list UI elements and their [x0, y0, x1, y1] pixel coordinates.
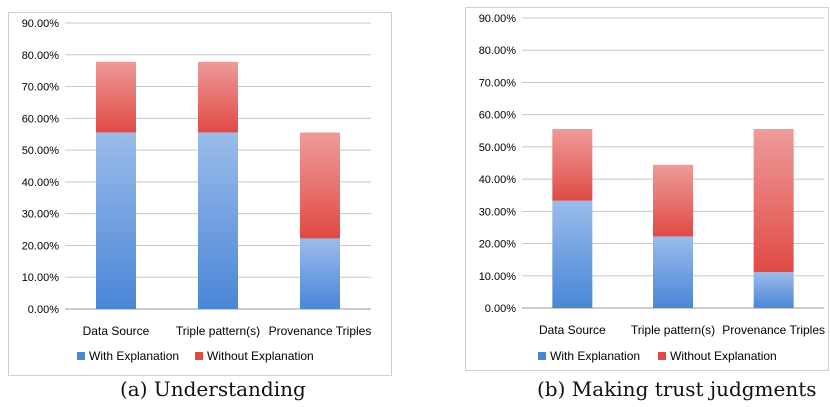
legend-swatch	[195, 352, 203, 360]
legend-label: Without Explanation	[670, 349, 777, 363]
x-category-label: Provenance Triples	[269, 324, 372, 338]
y-tick-label: 80.00%	[479, 45, 517, 57]
y-tick-label: 10.00%	[22, 272, 60, 284]
chart-panel-understanding: 0.00% 10.00% 20.00% 30.00% 40.00% 50.00% 60.00…	[8, 12, 392, 376]
y-tick-label: 40.00%	[479, 174, 517, 186]
bar-segment-with-explanation	[96, 132, 136, 309]
caption-understanding: (a) Understanding	[120, 377, 306, 401]
bar-segment-with-explanation	[198, 132, 238, 309]
y-tick-label: 30.00%	[479, 206, 517, 218]
bar-segment-with-explanation	[552, 200, 593, 308]
y-tick-label: 20.00%	[22, 240, 60, 252]
bar-segment-without-explanation	[198, 61, 238, 133]
y-tick-label: 60.00%	[479, 110, 517, 122]
y-tick-label: 0.00%	[485, 303, 516, 315]
bar-segment-with-explanation	[753, 272, 794, 308]
y-tick-label: 50.00%	[479, 142, 517, 154]
bar-segment-without-explanation	[552, 129, 593, 201]
caption-trust-judgments: (b) Making trust judgments	[537, 377, 817, 401]
legend-swatch	[538, 352, 546, 360]
x-category-label: Data Source	[539, 323, 606, 337]
y-tick-label: 70.00%	[22, 82, 60, 94]
y-tick-label: 80.00%	[22, 50, 60, 62]
legend-swatch	[77, 352, 85, 360]
x-category-label: Provenance Triples	[722, 323, 825, 337]
x-category-label: Triple pattern(s)	[631, 323, 715, 337]
stacked-bar-chart-understanding: 0.00% 10.00% 20.00% 30.00% 40.00% 50.00% 60.00…	[22, 18, 372, 363]
bar-segment-without-explanation	[653, 164, 693, 237]
bar-segment-with-explanation	[653, 236, 693, 308]
y-tick-label: 60.00%	[22, 113, 60, 125]
y-tick-label: 40.00%	[22, 177, 60, 189]
x-category-label: Data Source	[83, 324, 150, 338]
bar-segment-with-explanation	[300, 238, 340, 309]
bar-segment-without-explanation	[96, 61, 136, 133]
x-category-label: Triple pattern(s)	[176, 324, 260, 338]
legend-label: With Explanation	[89, 349, 179, 363]
y-tick-label: 90.00%	[22, 18, 60, 30]
y-tick-label: 0.00%	[28, 304, 59, 316]
y-tick-label: 90.00%	[479, 13, 517, 25]
legend-label: Without Explanation	[207, 349, 314, 363]
y-tick-label: 70.00%	[479, 77, 517, 89]
y-tick-label: 30.00%	[22, 209, 60, 221]
bar-segment-without-explanation	[300, 132, 340, 239]
y-tick-label: 50.00%	[22, 145, 60, 157]
stacked-bar-chart-trust-judgments: 0.00% 10.00% 20.00% 30.00% 40.00% 50.00% 60.00…	[479, 13, 825, 363]
y-tick-label: 20.00%	[479, 239, 517, 251]
y-tick-label: 10.00%	[479, 271, 517, 283]
bar-segment-without-explanation	[753, 129, 794, 273]
legend-label: With Explanation	[550, 349, 640, 363]
legend-swatch	[658, 352, 666, 360]
chart-panel-trust-judgments: 0.00% 10.00% 20.00% 30.00% 40.00% 50.00% 60.00…	[465, 7, 829, 371]
